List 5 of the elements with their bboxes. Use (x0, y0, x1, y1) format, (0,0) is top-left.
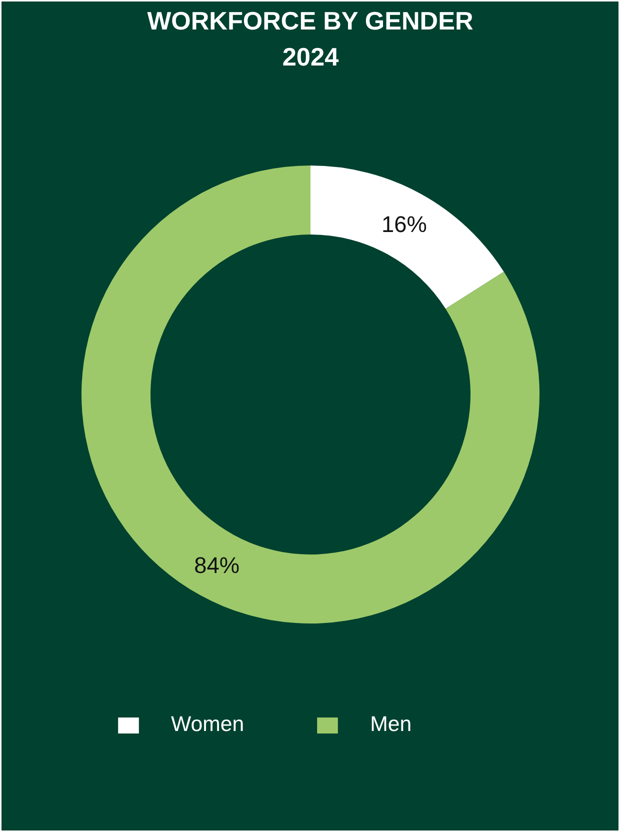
legend-label: Women (171, 712, 244, 737)
chart-title: WORKFORCE BY GENDER 2024 (147, 7, 474, 72)
data-label: 84% (194, 552, 240, 578)
data-label: 16% (382, 211, 427, 238)
legend-label: Men (370, 712, 412, 737)
